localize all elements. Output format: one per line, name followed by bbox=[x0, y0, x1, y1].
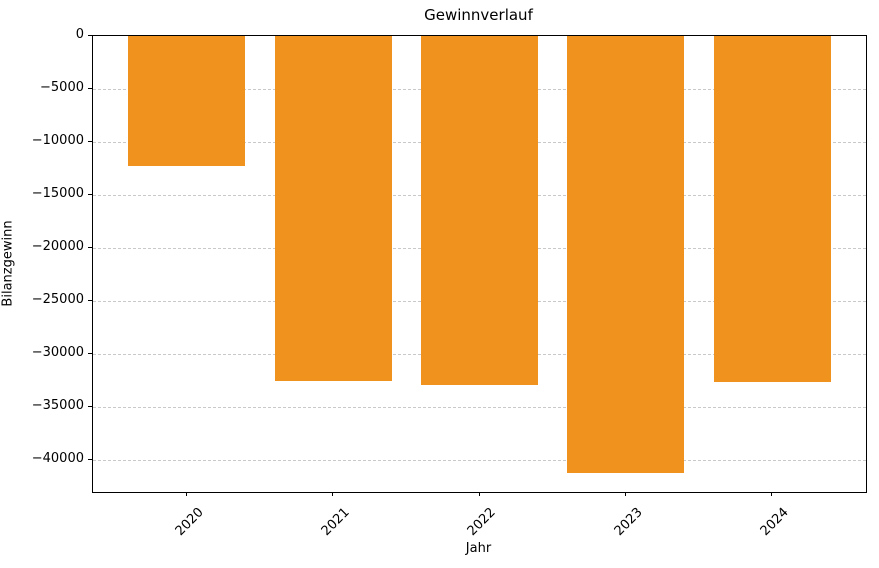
x-tick-mark bbox=[332, 492, 334, 496]
bar-2020 bbox=[128, 36, 246, 167]
y-tick-label: −30000 bbox=[31, 345, 84, 361]
plot-area bbox=[92, 35, 867, 493]
chart-title: Gewinnverlauf bbox=[424, 6, 533, 24]
x-tick-label: 2020 bbox=[172, 505, 207, 540]
gridline bbox=[93, 460, 866, 462]
y-tick-label: −20000 bbox=[31, 239, 84, 255]
y-tick-label: −40000 bbox=[31, 451, 84, 467]
x-tick-mark bbox=[478, 492, 480, 496]
y-tick-mark bbox=[88, 35, 92, 36]
y-tick-label: −15000 bbox=[31, 186, 84, 202]
y-tick-label: −25000 bbox=[31, 292, 84, 308]
gridline bbox=[93, 407, 866, 409]
y-tick-label: −10000 bbox=[31, 133, 84, 149]
y-tick-label: 0 bbox=[75, 27, 84, 42]
y-tick-mark bbox=[88, 406, 92, 408]
y-tick-mark bbox=[88, 247, 92, 249]
y-tick-mark bbox=[88, 353, 92, 355]
x-tick-mark bbox=[185, 492, 187, 496]
x-tick-mark bbox=[624, 492, 626, 496]
y-tick-label: −35000 bbox=[31, 398, 84, 414]
bar-2023 bbox=[567, 36, 685, 474]
x-tick-mark bbox=[771, 492, 773, 496]
y-tick-mark bbox=[88, 141, 92, 143]
x-axis-label: Jahr bbox=[465, 541, 492, 556]
y-tick-mark bbox=[88, 88, 92, 90]
y-tick-mark bbox=[88, 300, 92, 302]
x-tick-label: 2024 bbox=[757, 505, 792, 540]
x-tick-label: 2021 bbox=[318, 505, 353, 540]
bar-2021 bbox=[274, 36, 392, 381]
x-tick-label: 2022 bbox=[465, 505, 500, 540]
x-tick-label: 2023 bbox=[611, 505, 646, 540]
bar-2022 bbox=[420, 36, 539, 385]
y-tick-mark bbox=[88, 459, 92, 461]
y-tick-mark bbox=[88, 194, 92, 196]
bar-2024 bbox=[713, 36, 831, 383]
y-tick-label: −5000 bbox=[40, 80, 84, 96]
